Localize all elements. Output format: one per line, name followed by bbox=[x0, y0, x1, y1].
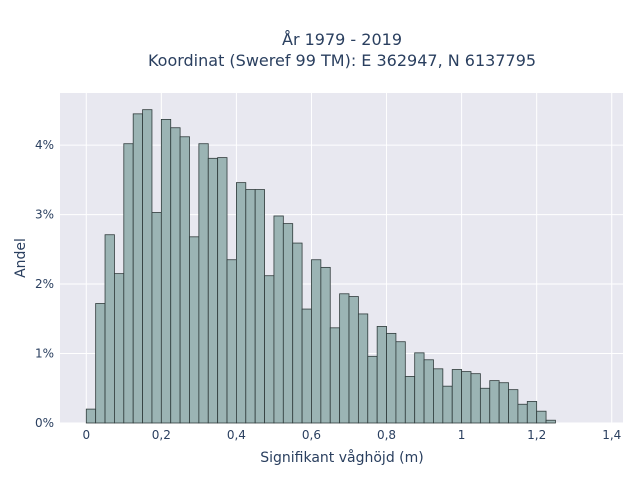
histogram-bar bbox=[404, 376, 416, 424]
histogram-bar bbox=[254, 189, 265, 424]
histogram-bar bbox=[179, 136, 190, 424]
histogram-bar bbox=[160, 119, 172, 424]
histogram-bar bbox=[479, 387, 491, 424]
histogram-bar bbox=[95, 303, 106, 424]
histogram-bar bbox=[442, 385, 453, 424]
x-tick-label: 1,4 bbox=[602, 428, 621, 442]
histogram-bar bbox=[301, 308, 312, 424]
histogram-bar bbox=[104, 234, 115, 424]
histogram-bar bbox=[85, 408, 97, 424]
histogram-bar bbox=[489, 380, 500, 424]
x-tick-label: 0,6 bbox=[302, 428, 321, 442]
histogram-bar bbox=[348, 296, 359, 424]
histogram-bar bbox=[423, 359, 434, 424]
histogram-bar bbox=[123, 143, 134, 424]
histogram-bar bbox=[517, 403, 528, 424]
chart-subtitle: Koordinat (Sweref 99 TM): E 362947, N 61… bbox=[148, 51, 536, 70]
y-tick-label: 0% bbox=[35, 416, 54, 430]
histogram-bar bbox=[433, 368, 444, 424]
x-tick-label: 0,8 bbox=[377, 428, 396, 442]
histogram-bar bbox=[320, 266, 331, 424]
histogram-bar bbox=[170, 127, 181, 424]
x-tick-label: 0,4 bbox=[227, 428, 246, 442]
x-tick-label: 1 bbox=[458, 428, 466, 442]
histogram-bar bbox=[189, 236, 200, 424]
histogram-bar bbox=[414, 352, 425, 424]
histogram-bar bbox=[357, 313, 369, 424]
histogram-bar bbox=[451, 369, 463, 424]
histogram-bar bbox=[217, 157, 228, 424]
y-tick-label: 1% bbox=[35, 347, 54, 361]
histogram-bar bbox=[376, 326, 387, 424]
histogram-bar bbox=[264, 275, 275, 424]
x-tick-label: 0 bbox=[82, 428, 90, 442]
histogram-bar bbox=[273, 215, 284, 424]
histogram-bar bbox=[536, 410, 547, 424]
chart-title: År 1979 - 2019 bbox=[282, 30, 402, 49]
histogram-bar bbox=[207, 157, 219, 424]
histogram-bar bbox=[236, 182, 247, 424]
histogram-bar bbox=[395, 341, 406, 424]
histogram-bar bbox=[461, 371, 472, 424]
x-tick-label: 0,2 bbox=[152, 428, 171, 442]
histogram-bar bbox=[151, 212, 162, 424]
histogram-bar bbox=[132, 113, 143, 424]
histogram-bar bbox=[282, 223, 294, 424]
y-tick-label: 2% bbox=[35, 277, 54, 291]
histogram-bar bbox=[245, 189, 256, 424]
histogram-bar bbox=[114, 273, 125, 424]
histogram-bar bbox=[526, 401, 538, 424]
x-tick-label: 1,2 bbox=[527, 428, 546, 442]
y-tick-labels: 0% 1% 2% 3% 4% bbox=[35, 138, 54, 430]
y-tick-label: 4% bbox=[35, 138, 54, 152]
histogram-bar bbox=[292, 242, 303, 424]
histogram-bar bbox=[142, 109, 153, 424]
histogram-bar bbox=[226, 259, 237, 424]
histogram-bar bbox=[339, 293, 350, 424]
histogram-bar bbox=[545, 419, 556, 424]
histogram-bar bbox=[386, 332, 397, 424]
histogram-bar bbox=[198, 143, 209, 424]
histogram-bar bbox=[367, 355, 378, 424]
y-axis-title: Andel bbox=[13, 238, 29, 278]
histogram-bar bbox=[329, 327, 341, 424]
x-tick-labels: 0 0,2 0,4 0,6 0,8 1 1,2 1,4 bbox=[82, 428, 621, 442]
histogram-bar bbox=[508, 389, 519, 424]
bars bbox=[85, 109, 556, 424]
histogram-bar bbox=[311, 259, 322, 424]
histogram-bar bbox=[498, 382, 509, 424]
y-tick-label: 3% bbox=[35, 208, 54, 222]
histogram-bar bbox=[470, 373, 481, 424]
x-axis-title: Signifikant våghöjd (m) bbox=[260, 449, 423, 466]
